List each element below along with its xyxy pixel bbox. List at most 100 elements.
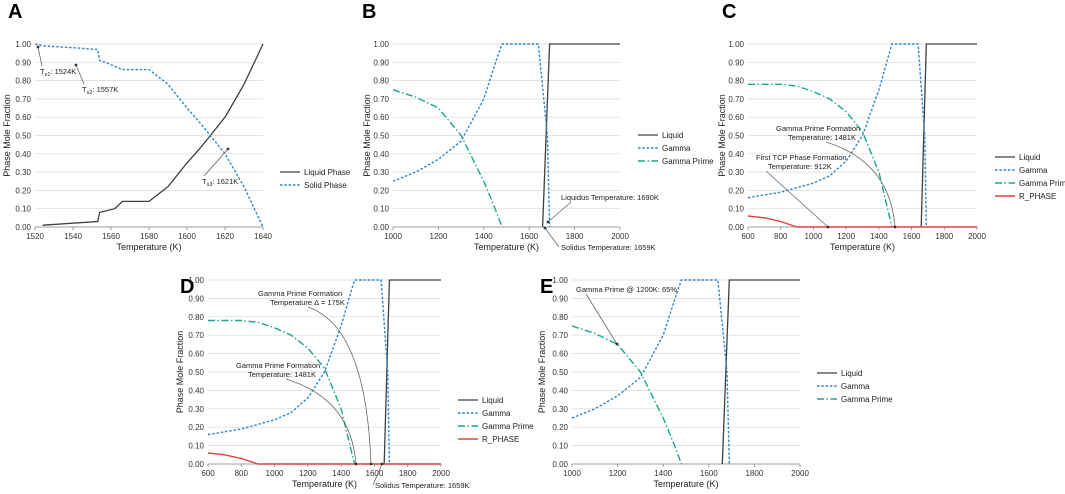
y-tick-label: 0.50 (728, 132, 744, 141)
x-tick-label: 1800 (399, 469, 417, 478)
y-tick-label: 0.00 (552, 460, 568, 469)
legend-entry: Gamma (1019, 166, 1048, 175)
chart-panel-a: A 0.00 0.10 0.20 0.30 0.40 0.50 0.60 0.70 0.80 0.9… (2, 1, 351, 252)
legend-entry: Liquid (482, 396, 503, 405)
y-tick-label: 0.80 (188, 313, 204, 322)
y-tick-label: 0.20 (15, 186, 31, 195)
y-tick-label: 0.20 (188, 423, 204, 432)
y-tick-label: 0.70 (728, 95, 744, 104)
series-line-r-phase (747, 215, 977, 228)
annotation: Gamma Prime @ 1200K: 65% (576, 285, 677, 346)
x-tick-label: 600 (201, 469, 215, 478)
x-tick-label: 1200 (609, 469, 627, 478)
annotation-text: Temperature: 1481K (788, 133, 856, 142)
annotation-leader (203, 148, 229, 177)
series-line-solid-phase (34, 43, 264, 228)
y-tick-label: 0.60 (373, 113, 389, 122)
y-tick-label: 1.00 (728, 40, 744, 49)
annotation-leader (585, 293, 618, 345)
y-tick-label: 0.10 (373, 205, 389, 214)
annotation-leader (544, 227, 560, 248)
x-axis-label: Temperature (K) (653, 479, 718, 489)
annotation-text: Temperature: 1481K (248, 370, 316, 379)
annotation: Ts3: 1621K (202, 147, 238, 188)
x-tick-label: 1540 (64, 232, 82, 241)
x-tick-label: 2000 (791, 469, 809, 478)
annotation-text: First TCP Phase Formation (756, 153, 847, 162)
annotation-text: Solidus Temperature: 1659K (375, 481, 470, 490)
y-tick-label: 0.40 (373, 150, 389, 159)
legend-entry: Gamma Prime (662, 157, 714, 166)
y-tick-label: 0.60 (188, 350, 204, 359)
x-tick-label: 2000 (611, 232, 629, 241)
x-axis-label: Temperature (K) (292, 479, 357, 489)
panel-label: C (722, 1, 736, 23)
annotation-marker (826, 225, 830, 229)
annotation-leader (75, 64, 85, 85)
x-tick-label: 1620 (216, 232, 234, 241)
x-tick-label: 800 (235, 469, 249, 478)
chart-panel-d: D 0.00 0.10 0.20 0.30 0.40 0.50 0.60 0.70 0.80 0.9… (175, 276, 534, 490)
y-tick-label: 0.40 (188, 386, 204, 395)
annotation: Solidus Temperature: 1659K (372, 462, 470, 490)
legend-entry: Solid Phase (304, 181, 347, 190)
x-tick-label: 800 (774, 232, 788, 241)
legend-entry: Liquid (662, 131, 683, 140)
annotation-text: Gamma Prime Formation (776, 124, 860, 133)
y-tick-label: 0.60 (552, 350, 568, 359)
legend-entry: Gamma Prime (1019, 179, 1065, 188)
y-tick-label: 0.70 (188, 331, 204, 340)
x-tick-label: 1560 (102, 232, 120, 241)
panel-label: B (362, 1, 376, 23)
y-tick-label: 0.50 (15, 132, 31, 141)
annotation-text: Gamma Prime Formation (258, 289, 342, 298)
y-axis-label: Phase Mole Fraction (717, 94, 727, 177)
x-tick-label: 1800 (746, 469, 764, 478)
x-tick-label: 1520 (26, 232, 44, 241)
y-tick-label: 0.30 (728, 168, 744, 177)
y-tick-label: 0.80 (15, 77, 31, 86)
y-tick-label: 0.30 (15, 168, 31, 177)
annotation-leader (765, 170, 829, 228)
legend-entry: Gamma (482, 409, 511, 418)
y-tick-label: 0.50 (188, 368, 204, 377)
annotation-leader (825, 141, 896, 228)
y-tick-label: 0.90 (552, 294, 568, 303)
y-tick-label: 0.90 (188, 294, 204, 303)
x-tick-label: 1800 (935, 232, 953, 241)
y-tick-label: 0.00 (373, 223, 389, 232)
y-tick-label: 0.10 (15, 205, 31, 214)
y-tick-label: 0.10 (552, 442, 568, 451)
y-axis-label: Phase Mole Fraction (537, 331, 547, 414)
x-tick-label: 1200 (299, 469, 317, 478)
legend-entry: R_PHASE (1019, 192, 1056, 201)
series-line-liquid-phase (42, 43, 264, 226)
x-tick-label: 1400 (332, 469, 350, 478)
series-line-liquid (383, 279, 441, 465)
series-line-gamma-prime (208, 319, 356, 465)
x-axis-label: Temperature (K) (116, 242, 181, 252)
y-tick-label: 0.10 (188, 442, 204, 451)
y-tick-label: 1.00 (15, 40, 31, 49)
legend-entry: R_PHASE (482, 435, 519, 444)
legend-entry: Gamma (841, 382, 870, 391)
annotation-marker (354, 462, 358, 466)
y-axis-label: Phase Mole Fraction (175, 331, 185, 414)
annotation-leader (285, 378, 357, 465)
y-tick-label: 1.00 (552, 276, 568, 285)
series-line-liquid (920, 43, 977, 228)
y-tick-label: 0.60 (15, 113, 31, 122)
y-tick-label: 0.20 (552, 423, 568, 432)
annotation-leader (307, 306, 372, 465)
y-tick-label: 0.90 (15, 58, 31, 67)
annotation-text: Ts2: 1557K (82, 85, 118, 96)
legend-entry: Liquid (1019, 153, 1040, 162)
x-tick-label: 1600 (178, 232, 196, 241)
annotation-text: Gamma Prime Formation (236, 361, 320, 370)
x-tick-label: 1000 (384, 232, 402, 241)
x-tick-label: 600 (741, 232, 755, 241)
series-line-gamma (207, 279, 391, 465)
